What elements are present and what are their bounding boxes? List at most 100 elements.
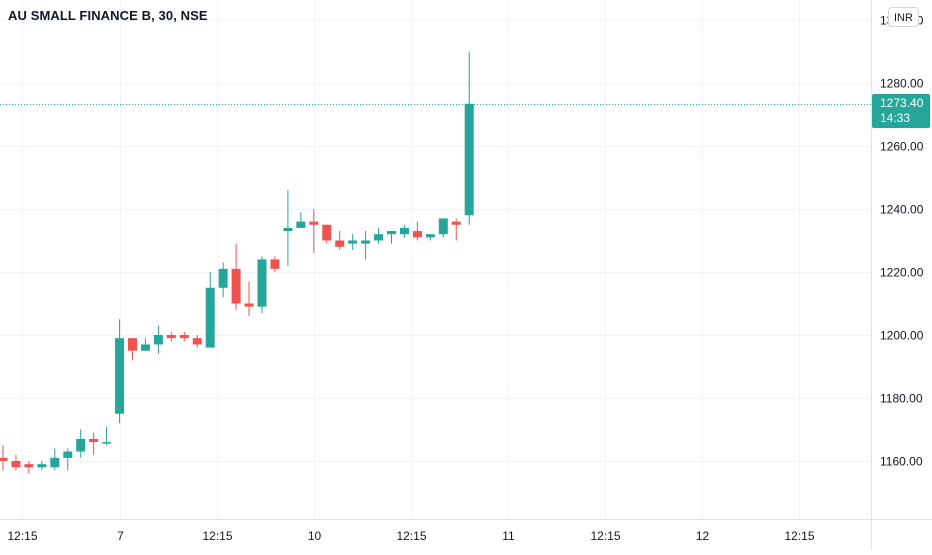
- time-tick-label: 12:15: [202, 529, 232, 543]
- time-scale[interactable]: 12:15 7 12:15 10 12:15 11 12:15 12 12:15: [7, 529, 814, 543]
- candle-body: [76, 438, 86, 452]
- candle-body: [374, 234, 384, 241]
- last-price-label: 1273.40 14:33: [872, 94, 930, 128]
- candle: [166, 331, 176, 342]
- candle-body: [179, 335, 189, 339]
- price-tick-label: 1220.00: [880, 266, 924, 280]
- candle: [348, 234, 358, 250]
- candle-body: [451, 221, 461, 225]
- time-tick-label: 11: [502, 529, 515, 543]
- price-tick-label: 1280.00: [880, 77, 924, 91]
- candle-body: [309, 221, 319, 225]
- symbol-title: AU SMALL FINANCE B, 30, NSE: [8, 8, 208, 23]
- candle: [374, 227, 384, 244]
- candle-body: [115, 338, 125, 414]
- candle: [140, 338, 150, 351]
- candle-body: [412, 231, 422, 238]
- candle: [128, 338, 137, 361]
- candle-body: [140, 344, 150, 351]
- candle: [335, 231, 345, 250]
- time-tick-label: 12:15: [784, 529, 814, 543]
- price-tick-label: 1240.00: [880, 203, 924, 217]
- candle-body: [425, 234, 435, 238]
- candle-body: [438, 218, 448, 235]
- candle: [205, 272, 215, 348]
- time-tick-label: 12: [696, 529, 710, 543]
- price-tick-label: 1160.00: [880, 455, 923, 469]
- candle: [153, 325, 163, 354]
- candle-body: [37, 464, 47, 468]
- candle-body: [166, 335, 176, 339]
- candle-body: [270, 259, 280, 269]
- candle-body: [348, 240, 358, 244]
- candle-body: [205, 287, 215, 348]
- candle-body: [257, 259, 267, 307]
- candle: [50, 448, 60, 471]
- price-tick-label: 1180.00: [880, 392, 923, 406]
- candle-body: [361, 240, 371, 244]
- candle: [296, 212, 306, 228]
- candle: [192, 335, 202, 348]
- candle: [361, 231, 371, 260]
- candle-body: [335, 240, 345, 247]
- candle: [244, 281, 254, 317]
- candle-body: [231, 268, 241, 304]
- time-tick-label: 10: [308, 529, 322, 543]
- candle-body: [464, 103, 474, 216]
- candle-body: [153, 335, 163, 345]
- candle: [0, 445, 8, 471]
- candle-body: [192, 338, 202, 345]
- candle: [231, 243, 241, 310]
- candle: [24, 461, 34, 474]
- time-tick-label: 12:15: [7, 529, 37, 543]
- price-scale[interactable]: 1160.00 1180.00 1200.00 1220.00 1240.00 1260.…: [880, 14, 924, 469]
- candle: [63, 448, 73, 471]
- candle: [438, 218, 448, 238]
- time-tick-label: 7: [117, 529, 124, 543]
- candle: [322, 224, 332, 244]
- candle: [115, 319, 125, 424]
- candle-body: [89, 438, 99, 443]
- candle: [76, 429, 86, 458]
- candle-body: [218, 268, 228, 288]
- candle: [270, 256, 280, 272]
- price-tick-label: 1200.00: [880, 329, 924, 343]
- candle: [218, 262, 228, 298]
- candle-body: [244, 303, 254, 307]
- candle: [399, 224, 409, 238]
- currency-button[interactable]: INR: [888, 7, 919, 27]
- candle-body: [322, 224, 332, 241]
- time-tick-label: 12:15: [590, 529, 620, 543]
- candle-body: [11, 461, 21, 468]
- candle: [412, 221, 422, 241]
- candle-body: [102, 442, 112, 444]
- candle: [89, 432, 99, 455]
- bar-countdown: 14:33: [880, 111, 911, 125]
- candle-body: [128, 338, 137, 351]
- candle: [283, 190, 293, 266]
- candle-body: [50, 457, 60, 468]
- candle: [37, 461, 47, 471]
- candle: [464, 51, 474, 225]
- candle: [309, 209, 319, 254]
- candle: [451, 218, 461, 241]
- candle: [102, 426, 112, 446]
- candle-body: [283, 227, 293, 232]
- candle-body: [387, 231, 396, 235]
- candle-body: [296, 221, 306, 228]
- candle: [425, 234, 435, 241]
- candle-body: [0, 457, 8, 461]
- candle: [179, 331, 189, 342]
- grid-lines: [0, 0, 871, 519]
- time-tick-label: 12:15: [396, 529, 426, 543]
- candle: [11, 454, 21, 471]
- candle: [257, 256, 267, 313]
- candle-body: [24, 464, 34, 468]
- last-price-value: 1273.40: [880, 96, 924, 110]
- candle-body: [399, 227, 409, 235]
- price-tick-label: 1260.00: [880, 140, 924, 154]
- candles: [0, 51, 474, 474]
- candle: [387, 231, 396, 244]
